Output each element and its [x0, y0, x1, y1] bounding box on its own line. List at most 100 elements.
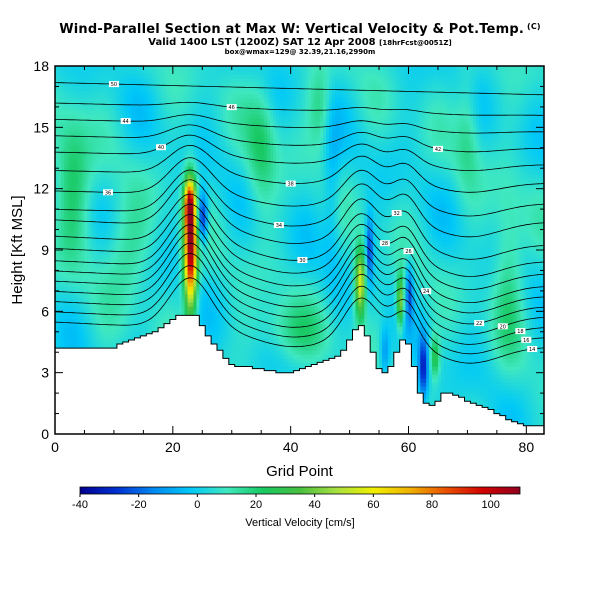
vv-cell: [228, 322, 233, 327]
vv-cell: [449, 334, 454, 339]
vv-cell: [63, 334, 68, 339]
vv-cell: [446, 374, 451, 379]
vv-cell: [278, 350, 283, 355]
vv-cell: [234, 330, 239, 335]
vv-cell: [440, 314, 445, 319]
vv-cell: [520, 414, 524, 419]
vv-cell: [161, 322, 165, 327]
vv-cell: [535, 362, 539, 367]
vv-cell: [381, 358, 386, 363]
vv-cell: [411, 338, 415, 343]
vv-cell: [437, 326, 442, 331]
vv-cell: [535, 334, 539, 339]
vv-cell: [432, 354, 436, 359]
vv-cell: [464, 334, 469, 339]
vv-cell: [493, 358, 498, 363]
vv-cell: [287, 326, 292, 331]
vv-cell: [499, 394, 504, 399]
vv-cell: [390, 318, 395, 323]
vv-cell: [479, 390, 483, 395]
vv-cell: [328, 330, 333, 335]
vv-cell: [137, 322, 142, 327]
vv-cell: [323, 318, 327, 323]
vv-cell: [499, 374, 504, 379]
vv-cell: [337, 346, 342, 351]
vv-cell: [69, 342, 74, 347]
vv-cell: [449, 326, 454, 331]
vv-cell: [414, 338, 418, 343]
vv-cell: [278, 354, 283, 359]
vv-cell: [326, 338, 330, 343]
vv-cell: [423, 366, 427, 371]
vv-cell: [305, 330, 309, 335]
vv-cell: [308, 342, 312, 347]
vv-cell: [514, 378, 519, 383]
vv-cell: [299, 342, 304, 347]
vv-cell: [440, 366, 445, 371]
vv-cell: [370, 334, 374, 339]
vv-cell: [479, 382, 483, 387]
vv-cell: [311, 346, 315, 351]
vv-cell: [490, 382, 495, 387]
vv-cell: [84, 314, 89, 319]
vv-cell: [496, 354, 501, 359]
vv-cell: [272, 326, 277, 331]
vv-cell: [81, 326, 86, 331]
vv-cell: [417, 362, 421, 367]
vv-cell: [482, 334, 486, 339]
vv-cell: [110, 334, 115, 339]
vv-cell: [66, 314, 71, 319]
vv-cell: [275, 358, 280, 363]
vv-cell: [284, 330, 289, 335]
vv-cell: [370, 338, 374, 343]
vv-cell: [523, 314, 527, 319]
vv-cell: [390, 342, 395, 347]
vv-cell: [488, 362, 492, 367]
vv-cell: [314, 346, 318, 351]
vv-cell: [455, 318, 460, 323]
vv-cell: [278, 314, 283, 319]
vv-cell: [435, 390, 439, 395]
vv-cell: [261, 326, 265, 331]
vv-cell: [66, 342, 71, 347]
vv-cell: [511, 346, 516, 351]
vv-cell: [217, 318, 221, 323]
vv-cell: [467, 390, 471, 395]
vv-cell: [437, 398, 442, 403]
vv-cell: [57, 338, 62, 343]
vv-cell: [272, 314, 277, 319]
vv-cell: [426, 354, 430, 359]
vv-cell: [258, 342, 262, 347]
vv-cell: [219, 334, 224, 339]
vv-cell: [429, 370, 433, 375]
vv-cell: [520, 322, 524, 327]
vv-cell: [499, 350, 504, 355]
vv-cell: [429, 350, 433, 355]
vv-cell: [529, 398, 533, 403]
vv-cell: [526, 362, 530, 367]
vv-cell: [252, 346, 256, 351]
vv-cell: [488, 366, 492, 371]
vv-cell: [508, 334, 513, 339]
vv-cell: [452, 342, 457, 347]
vv-cell: [96, 314, 100, 319]
vv-cell: [405, 334, 410, 339]
vv-cell: [113, 322, 118, 327]
vv-cell: [464, 350, 469, 355]
vv-cell: [523, 398, 527, 403]
vv-cell: [296, 318, 301, 323]
vv-cell: [293, 318, 298, 323]
vv-cell: [523, 334, 527, 339]
vv-cell: [331, 334, 336, 339]
vv-cell: [417, 370, 421, 375]
vv-cell: [470, 370, 474, 375]
vv-cell: [520, 382, 524, 387]
vv-cell: [293, 358, 298, 363]
vv-cell: [452, 370, 457, 375]
vv-cell: [340, 330, 345, 335]
vv-cell: [219, 322, 224, 327]
vv-cell: [505, 382, 510, 387]
forecast-tag: [18hrFcst@0051Z]: [379, 39, 452, 47]
vv-cell: [437, 350, 442, 355]
vv-cell: [446, 366, 451, 371]
